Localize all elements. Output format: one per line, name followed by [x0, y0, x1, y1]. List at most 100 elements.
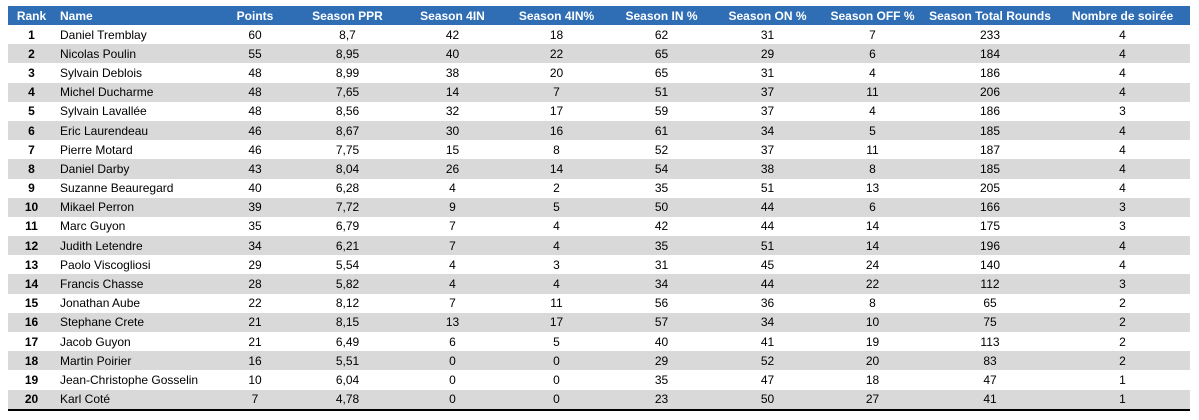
table-cell: 8,95 — [295, 44, 400, 64]
table-cell: 8,56 — [335, 104, 360, 119]
table-cell: 7,72 — [295, 197, 400, 217]
table-cell: 7 — [449, 296, 456, 311]
table-cell: 30 — [400, 120, 505, 141]
table-row: 4 Michel Ducharme 48 7,65 14 7 51 37 11 206 4 — [8, 82, 1190, 102]
table-cell: Karl Coté — [55, 389, 215, 410]
table-cell: 112 — [925, 274, 1055, 294]
table-cell: 27 — [820, 389, 925, 410]
table-cell: 31 — [760, 65, 775, 80]
table-cell: 3 — [28, 65, 35, 80]
table-cell: 0 — [449, 372, 456, 387]
table-cell: 17 — [505, 312, 608, 332]
table-header: Rank Name Points Season PPR Season 4IN Season… — [8, 6, 1190, 25]
table-cell: 113 — [980, 334, 1000, 349]
table-cell: 29 — [715, 44, 820, 64]
table-cell: 3 — [1119, 104, 1126, 119]
table-row: 19 Jean-Christophe Gosselin 10 6,04 0 0 35 47 18… — [8, 370, 1190, 389]
table-cell: 40 — [248, 181, 262, 196]
table-cell: 38 — [715, 159, 820, 179]
table-cell: 61 — [608, 120, 715, 141]
table-row: 17 Jacob Guyon 21 6,49 6 5 40 41 19 113 2 — [8, 332, 1190, 351]
table-row: 18 Martin Poirier 16 5,51 0 0 29 52 20 83 2 — [8, 351, 1190, 371]
table-cell: 3 — [553, 257, 560, 272]
table-body: 1 Daniel Tremblay 60 8,7 42 18 62 31 7 233 4 2 Nicol… — [8, 25, 1190, 410]
table-cell: 41 — [760, 334, 775, 349]
table-cell: 184 — [925, 44, 1055, 64]
table-cell: 5 — [820, 120, 925, 141]
table-cell: 51 — [760, 181, 775, 196]
table-cell: 31 — [760, 27, 775, 42]
table-cell: 51 — [608, 82, 715, 102]
table-cell: 40 — [654, 334, 669, 349]
table-cell: Jacob Guyon — [60, 334, 131, 349]
table-cell: 4 — [1119, 257, 1126, 272]
table-cell: Sylvain Lavallée — [60, 104, 147, 119]
table-cell: 4 — [869, 65, 876, 80]
table-cell: 1 — [28, 27, 35, 42]
table-row: 1 Daniel Tremblay 60 8,7 42 18 62 31 7 233 4 — [8, 25, 1190, 44]
table-cell: 44 — [760, 219, 775, 234]
table-cell: 4 — [505, 236, 608, 256]
table-row: 10 Mikael Perron 39 7,72 9 5 50 44 6 166 3 — [8, 197, 1190, 217]
table-cell: 185 — [925, 159, 1055, 179]
table-cell: 45 — [760, 257, 775, 272]
table-cell: 38 — [445, 65, 460, 80]
table-cell: 17 — [549, 104, 564, 119]
table-cell: 5,54 — [335, 257, 360, 272]
table-cell: 9 — [400, 197, 505, 217]
table-cell: 1 — [1119, 372, 1126, 387]
column-header: Season 4IN% — [505, 6, 608, 25]
table-cell: 16 — [215, 351, 295, 371]
table-cell: 2 — [8, 44, 55, 64]
table-cell: 2 — [553, 181, 560, 196]
table-cell: 21 — [248, 334, 262, 349]
table-cell: 35 — [248, 219, 262, 234]
table-cell: 8,15 — [295, 312, 400, 332]
table-cell: 39 — [215, 197, 295, 217]
table-cell: 19 — [24, 372, 39, 387]
table-cell: 29 — [608, 351, 715, 371]
table-cell: 8 — [820, 159, 925, 179]
table-cell: 47 — [760, 372, 775, 387]
table-cell: 62 — [654, 27, 669, 42]
table-cell: 13 — [865, 181, 880, 196]
table-row: 6 Eric Laurendeau 46 8,67 30 16 61 34 5 185 4 — [8, 120, 1190, 141]
table-row: 14 Francis Chasse 28 5,82 4 4 34 44 22 112 3 — [8, 274, 1190, 294]
table-cell: 60 — [248, 27, 262, 42]
table-cell: 4 — [1055, 44, 1190, 64]
table-cell: 4 — [1055, 236, 1190, 256]
table-cell: 52 — [715, 351, 820, 371]
table-cell: Daniel Tremblay — [60, 27, 147, 42]
table-cell: 37 — [760, 142, 775, 157]
table-cell: 4 — [449, 257, 456, 272]
table-cell: 22 — [505, 44, 608, 64]
table-cell: 14 — [400, 82, 505, 102]
table-cell: 4 — [1055, 120, 1190, 141]
table-row: 20 Karl Coté 7 4,78 0 0 23 50 27 41 1 — [8, 389, 1190, 410]
table-cell: Sylvain Deblois — [60, 65, 143, 80]
table-cell: 37 — [715, 82, 820, 102]
table-cell: 23 — [608, 389, 715, 410]
table-cell: 65 — [608, 44, 715, 64]
table-cell: 51 — [715, 236, 820, 256]
table-cell: 4 — [1119, 65, 1126, 80]
table-cell: 4,78 — [295, 389, 400, 410]
table-cell: 35 — [654, 372, 669, 387]
table-cell: 196 — [925, 236, 1055, 256]
table-cell: 18 — [865, 372, 880, 387]
table-cell: 11 — [866, 142, 879, 157]
table-cell: Pierre Motard — [60, 142, 133, 157]
table-cell: 10 — [8, 197, 55, 217]
table-cell: 14 — [865, 219, 880, 234]
table-cell: 175 — [979, 219, 1001, 234]
table-cell: 4 — [1119, 181, 1126, 196]
table-cell: 37 — [760, 104, 775, 119]
table-row: 5 Sylvain Lavallée 48 8,56 32 17 59 37 4 186 3 — [8, 102, 1190, 121]
table-cell: 4 — [553, 219, 560, 234]
table-cell: 32 — [445, 104, 460, 119]
table-cell: 4 — [1055, 159, 1190, 179]
table-cell: 7 — [400, 236, 505, 256]
table-cell: 6 — [8, 120, 55, 141]
table-cell: 8,67 — [295, 120, 400, 141]
